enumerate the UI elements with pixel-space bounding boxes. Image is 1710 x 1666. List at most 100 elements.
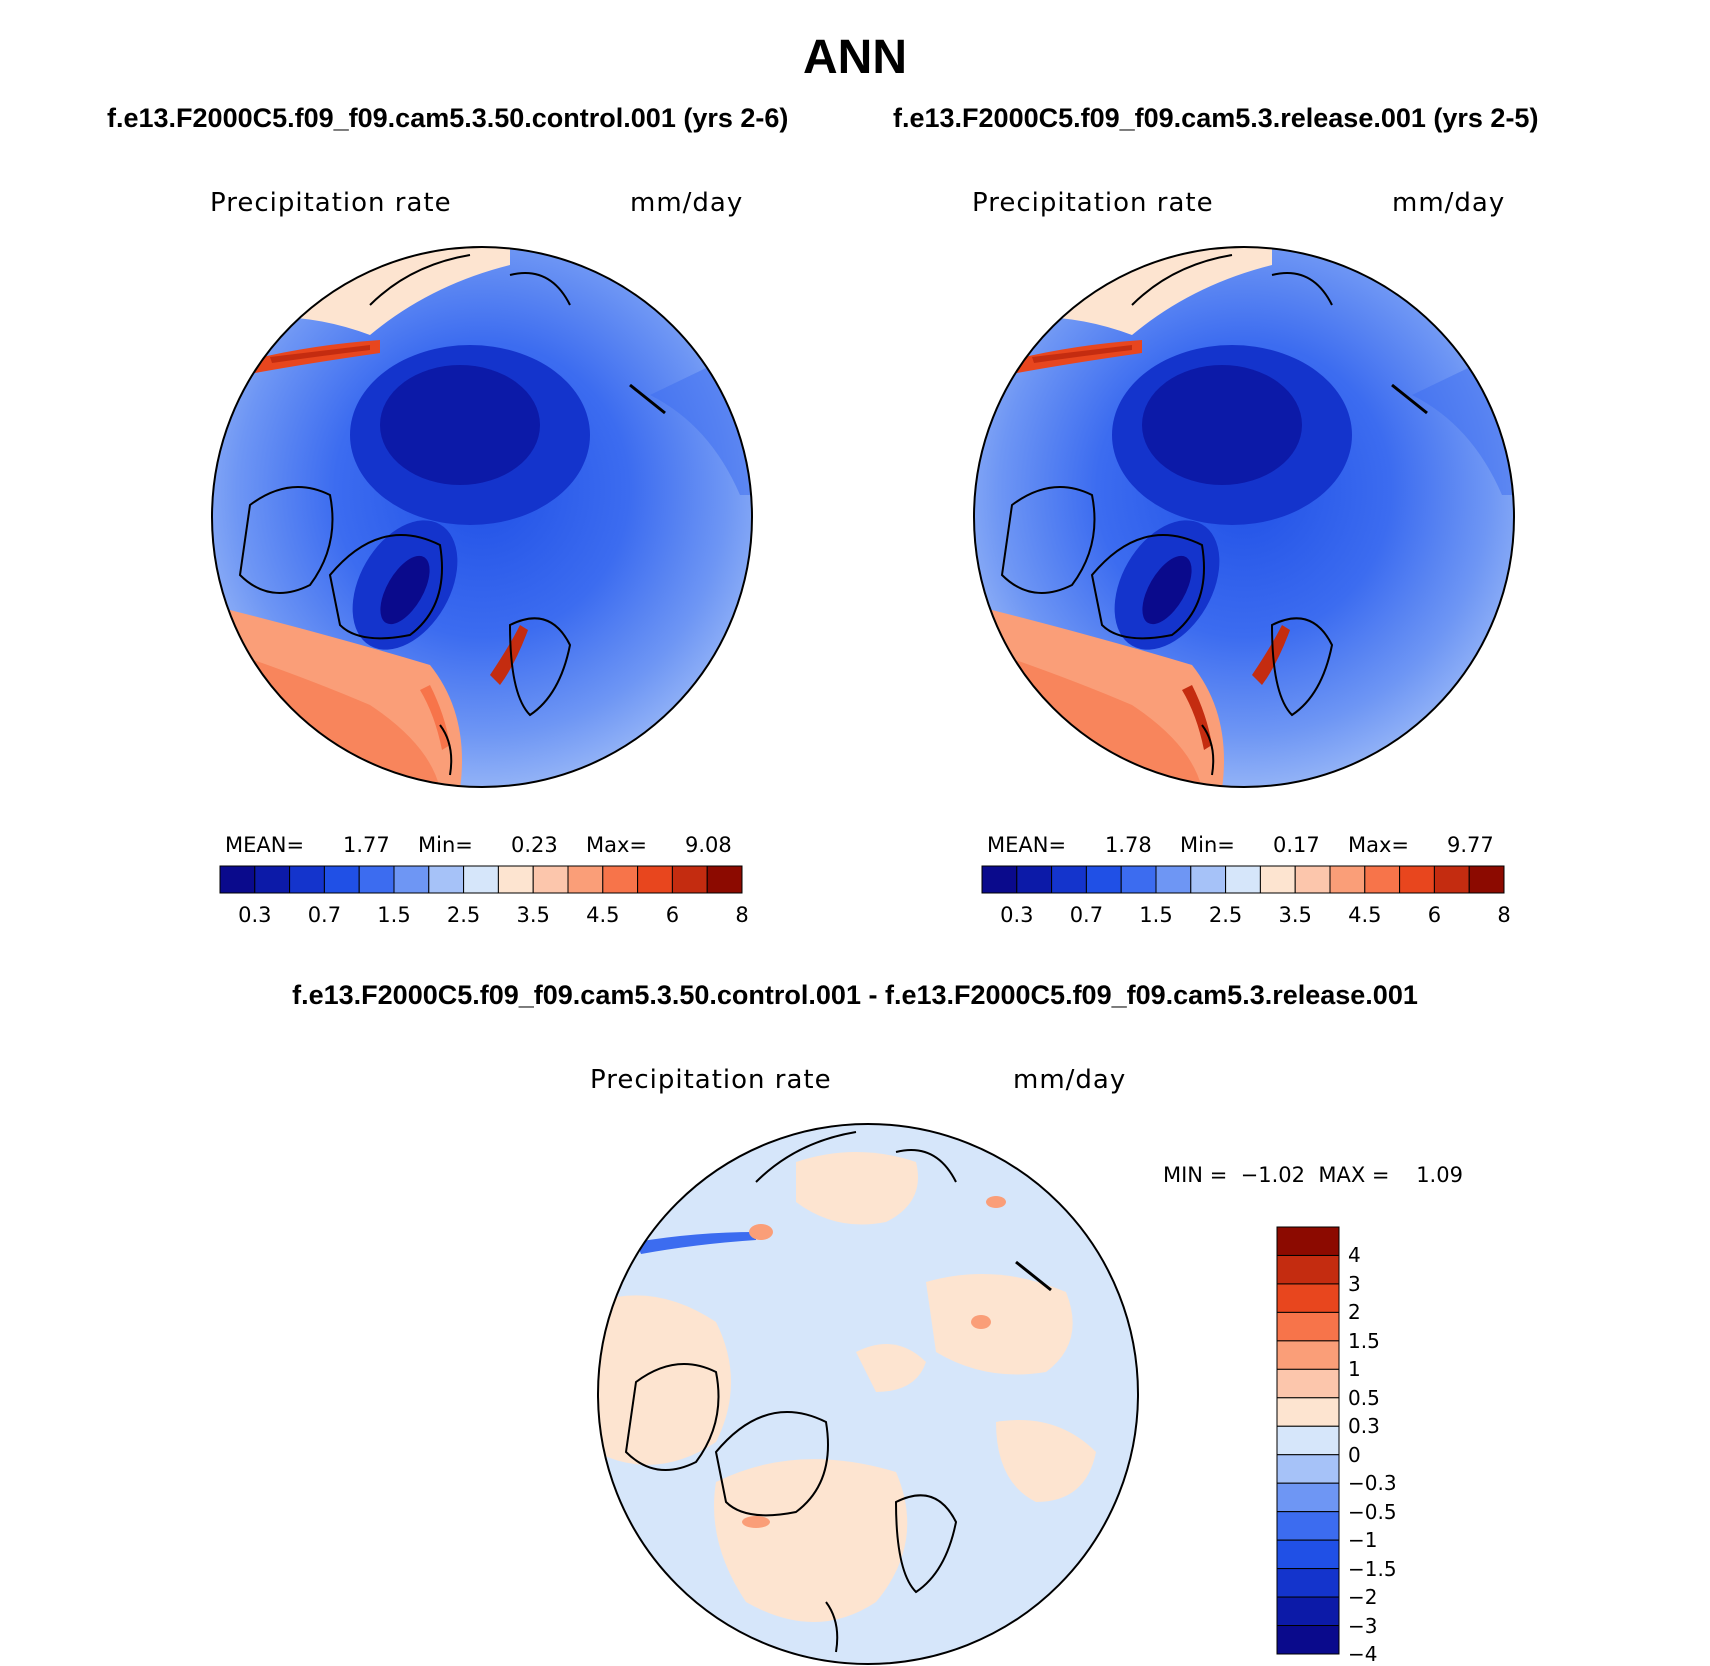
colorbar-tick-label: 3.5 [1278, 903, 1312, 927]
left-min-value: 0.23 [511, 833, 558, 857]
colorbar-bin [1051, 865, 1087, 894]
colorbar-bin [981, 865, 1018, 894]
colorbar-bin [289, 865, 325, 894]
colorbar-tick-label: 6 [665, 903, 680, 927]
colorbar-tick-label: 1 [1348, 1357, 1361, 1382]
colorbar-tick-label: 1.5 [1348, 1328, 1380, 1353]
colorbar-bin [1276, 1539, 1340, 1570]
colorbar-tick-label: −1.5 [1348, 1556, 1397, 1581]
colorbar-bin [1294, 865, 1331, 894]
colorbar-bin [1016, 865, 1053, 894]
colorbar-bin [1364, 865, 1401, 894]
colorbar-tick-label: 2 [1348, 1300, 1361, 1325]
colorbar-bin [567, 865, 604, 894]
colorbar-tick-label: 8 [1497, 903, 1511, 927]
colorbar-tick-label: 3 [1348, 1271, 1361, 1296]
left-variable-label: Precipitation rate [210, 188, 452, 218]
right-colorbar [981, 865, 1505, 894]
right-units-label: mm/day [1392, 188, 1506, 218]
diff-case-title: f.e13.F2000C5.f09_f09.cam5.3.50.control.… [292, 980, 1418, 1010]
colorbar-tick-label: 2.5 [446, 903, 481, 927]
left-mean-value: 1.77 [343, 833, 390, 857]
colorbar-tick-label: 4 [1348, 1243, 1361, 1268]
colorbar-bin [219, 865, 256, 894]
colorbar-tick-label: 0.3 [1000, 903, 1034, 927]
colorbar-bin [1468, 865, 1505, 894]
diff-polar-map [597, 1123, 1139, 1665]
colorbar-tick-label: 2.5 [1208, 903, 1243, 927]
colorbar-bin [602, 865, 639, 894]
colorbar-tick-label: −0.5 [1348, 1499, 1397, 1524]
right-min-value: 0.17 [1273, 833, 1320, 857]
colorbar-bin [393, 865, 430, 894]
left-min-label: Min= [418, 833, 473, 857]
colorbar-tick-label: −0.3 [1348, 1471, 1397, 1496]
colorbar-bin [1276, 1397, 1340, 1427]
colorbar-bin [1276, 1340, 1340, 1370]
colorbar-bin [1276, 1625, 1340, 1655]
right-min-label: Min= [1180, 833, 1235, 857]
colorbar-bin [706, 865, 743, 894]
diff-minmax-text: MIN = −1.02 MAX = 1.09 [1163, 1163, 1463, 1187]
colorbar-bin [1190, 865, 1227, 894]
left-polar-map [211, 246, 753, 788]
right-mean-label: MEAN= [987, 833, 1067, 857]
page-title: ANN [803, 31, 907, 84]
colorbar-bin [1276, 1311, 1340, 1342]
right-polar-map [973, 246, 1515, 788]
colorbar-tick-label: 6 [1427, 903, 1442, 927]
colorbar-bin [1276, 1454, 1340, 1484]
colorbar-tick-label: −2 [1348, 1585, 1378, 1610]
right-case-title: f.e13.F2000C5.f09_f09.cam5.3.release.001… [893, 103, 1539, 133]
left-max-label: Max= [586, 833, 648, 857]
colorbar-bin [1259, 865, 1296, 894]
colorbar-bin [323, 865, 360, 894]
colorbar-bin [1120, 865, 1157, 894]
colorbar-bin [463, 865, 499, 894]
colorbar-bin [637, 865, 673, 894]
colorbar-tick-label: 1.5 [1139, 903, 1173, 927]
right-max-label: Max= [1348, 833, 1410, 857]
colorbar-bin [254, 865, 291, 894]
colorbar-tick-label: −4 [1348, 1642, 1378, 1666]
colorbar-tick-label: 0.3 [238, 903, 272, 927]
diff-colorbar [1276, 1226, 1340, 1655]
right-max-value: 9.77 [1447, 833, 1494, 857]
colorbar-tick-label: 0 [1348, 1442, 1361, 1467]
colorbar-tick-label: 3.5 [516, 903, 550, 927]
colorbar-bin [1276, 1283, 1340, 1313]
colorbar-bin [358, 865, 395, 894]
colorbar-bin [1276, 1482, 1340, 1513]
colorbar-tick-label: 0.5 [1348, 1385, 1380, 1410]
colorbar-bin [1276, 1254, 1340, 1285]
colorbar-bin [1276, 1425, 1340, 1456]
colorbar-tick-label: 0.7 [1069, 903, 1104, 927]
colorbar-tick-label: 0.7 [307, 903, 342, 927]
colorbar-bin [1276, 1226, 1340, 1256]
left-mean-label: MEAN= [225, 833, 305, 857]
colorbar-bin [1276, 1596, 1340, 1627]
colorbar-tick-label: 4.5 [1348, 903, 1382, 927]
left-case-title: f.e13.F2000C5.f09_f09.cam5.3.50.control.… [107, 103, 789, 133]
colorbar-tick-label: 0.3 [1348, 1414, 1380, 1439]
right-mean-value: 1.78 [1105, 833, 1152, 857]
colorbar-bin [1433, 865, 1470, 894]
left-max-value: 9.08 [685, 833, 732, 857]
colorbar-bin [1155, 865, 1192, 894]
colorbar-tick-label: −3 [1348, 1613, 1378, 1638]
colorbar-bin [1225, 865, 1261, 894]
colorbar-bin [428, 865, 465, 894]
colorbar-bin [532, 865, 569, 894]
left-units-label: mm/day [630, 188, 744, 218]
colorbar-tick-label: 8 [735, 903, 749, 927]
colorbar-tick-label: −1 [1348, 1528, 1378, 1553]
right-variable-label: Precipitation rate [972, 188, 1214, 218]
colorbar-bin [1276, 1568, 1340, 1598]
colorbar-bin [1329, 865, 1366, 894]
colorbar-tick-label: 4.5 [586, 903, 620, 927]
colorbar-bin [1085, 865, 1122, 894]
colorbar-bin [671, 865, 708, 894]
diff-units-label: mm/day [1013, 1065, 1127, 1095]
colorbar-bin [1276, 1511, 1340, 1541]
colorbar-bin [497, 865, 534, 894]
